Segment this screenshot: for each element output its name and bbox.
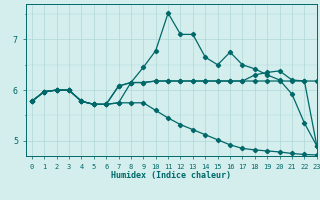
- X-axis label: Humidex (Indice chaleur): Humidex (Indice chaleur): [111, 171, 231, 180]
